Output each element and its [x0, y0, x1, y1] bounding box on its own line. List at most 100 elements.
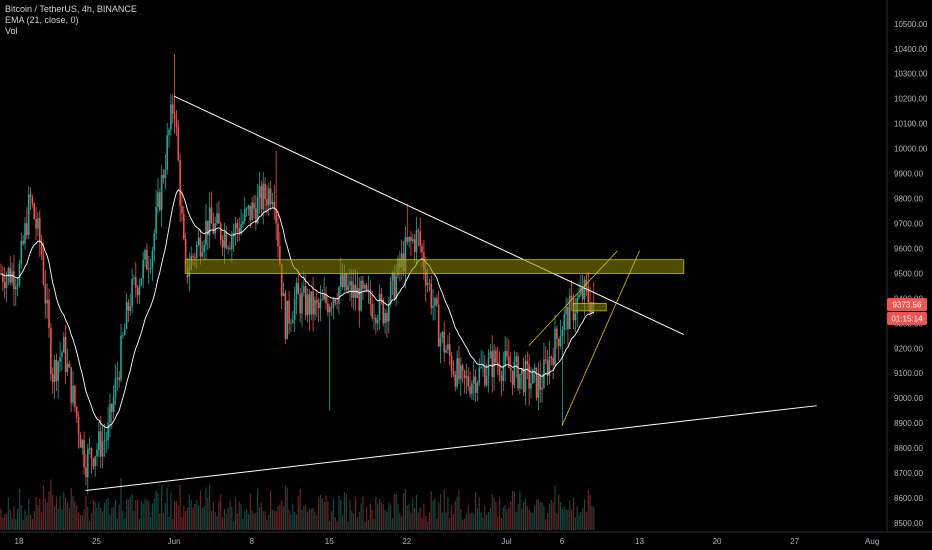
volume-bar: [545, 519, 547, 530]
volume-bar: [279, 504, 281, 530]
candle-body: [290, 323, 292, 324]
volume-bar: [447, 496, 449, 530]
candle-body: [369, 289, 372, 304]
volume-bar: [491, 493, 493, 530]
candle-body: [583, 279, 586, 300]
volume-bar: [172, 518, 174, 530]
candle-body: [147, 268, 150, 270]
candle-body: [543, 359, 545, 388]
candle-body: [314, 299, 316, 315]
volume-bar: [500, 517, 503, 530]
volume-bar: [395, 493, 397, 530]
candle-body: [474, 376, 477, 393]
candle-body: [495, 350, 497, 363]
candle-body: [181, 205, 183, 214]
candle-body: [384, 313, 386, 324]
candle-body: [448, 344, 451, 357]
volume-bar: [362, 496, 364, 530]
candle-body: [55, 359, 58, 382]
candle-body: [544, 359, 547, 361]
candle-body: [463, 370, 466, 378]
candle-body: [120, 335, 122, 380]
volume-bar: [164, 503, 166, 530]
volume-bar: [271, 509, 274, 530]
volume-bar: [275, 511, 277, 530]
price-tick-label: 9500.00: [894, 269, 923, 278]
volume-bar: [465, 513, 467, 530]
volume-bar: [246, 508, 248, 530]
candle-body: [256, 197, 259, 224]
volume-bar: [342, 514, 344, 530]
volume-bars: [0, 477, 595, 530]
time-tick-label: 6: [560, 537, 565, 546]
last-price-label: 9373.56: [893, 301, 922, 310]
candle-body: [556, 328, 558, 339]
volume-bar: [100, 507, 102, 530]
candle-body: [153, 233, 156, 251]
volume-bar: [373, 518, 375, 530]
candle-body: [412, 239, 414, 241]
volume-bar: [41, 512, 43, 530]
candle-body: [467, 376, 470, 387]
volume-bar: [312, 507, 314, 530]
volume-bar: [234, 497, 237, 530]
volume-bar: [321, 498, 323, 530]
symbol-title[interactable]: Bitcoin / TetherUS, 4h, BINANCE: [5, 4, 137, 14]
volume-bar: [354, 496, 357, 530]
volume-bar: [270, 490, 272, 530]
volume-bar: [81, 515, 83, 530]
volume-legend[interactable]: Vol: [5, 26, 18, 36]
time-axis[interactable]: 18 25 Jun 8 15 22 Jul 6 13 20 27 Aug: [15, 537, 880, 546]
candle-body: [552, 357, 554, 366]
volume-bar: [366, 506, 368, 530]
candle-body: [125, 302, 128, 329]
candle-body: [541, 387, 543, 390]
candle-body: [461, 365, 464, 371]
candle-body: [16, 284, 19, 287]
volume-bar: [35, 496, 37, 530]
volume-bar: [576, 506, 578, 530]
candle-body: [332, 299, 335, 308]
candle-body: [439, 337, 442, 347]
price-axis[interactable]: 8500.00 8600.00 8700.00 8800.00 8900.00 9000.…: [894, 20, 928, 528]
volume-bar: [66, 501, 69, 530]
volume-bar: [519, 491, 521, 530]
candle-body: [201, 252, 204, 257]
volume-bar: [454, 500, 456, 530]
price-tick-label: 10400.00: [894, 45, 928, 54]
volume-bar: [94, 501, 96, 530]
volume-bar: [486, 514, 488, 530]
price-tick-label: 10500.00: [894, 20, 928, 29]
candle-body: [255, 208, 257, 224]
volume-bar: [541, 501, 543, 530]
candle-body: [251, 202, 253, 221]
time-tick-label: Jun: [168, 537, 181, 546]
volume-bar: [467, 505, 469, 530]
volume-bar: [53, 506, 56, 530]
candle-body: [24, 223, 26, 244]
candle-body: [515, 356, 518, 362]
candle-body: [116, 377, 119, 379]
volume-bar: [515, 511, 517, 530]
volume-bar: [166, 487, 168, 530]
volume-bar: [39, 498, 41, 530]
candle-body: [279, 246, 281, 265]
candle-body: [81, 439, 84, 448]
candle-body: [266, 198, 268, 206]
candle-body: [550, 356, 553, 358]
candle-body: [282, 293, 285, 297]
candle-body: [434, 297, 436, 306]
ema-legend[interactable]: EMA (21, close, 0): [5, 15, 79, 25]
volume-bar: [450, 505, 453, 530]
time-tick-label: 20: [713, 537, 722, 546]
candle-body: [13, 271, 15, 290]
candle-body: [234, 223, 237, 233]
candle-body: [171, 104, 174, 114]
time-tick-label: 18: [15, 537, 24, 546]
candle-body: [18, 264, 21, 285]
volume-bar: [462, 519, 464, 530]
volume-bar: [148, 500, 150, 530]
volume-bar: [511, 491, 514, 530]
candle-body: [129, 306, 132, 311]
